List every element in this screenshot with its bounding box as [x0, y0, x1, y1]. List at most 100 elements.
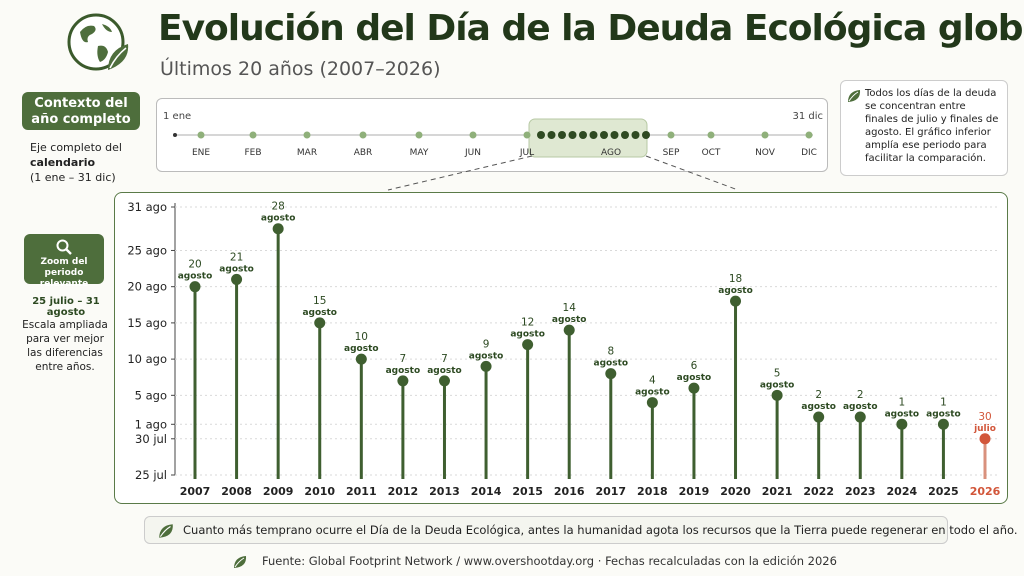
- data-label-day: 2: [857, 389, 864, 401]
- timeline-day-dot: [621, 131, 629, 139]
- data-label-day: 10: [355, 331, 368, 343]
- data-label-day: 15: [313, 295, 326, 307]
- x-tick-label: 2017: [595, 485, 626, 498]
- lollipop-point: [688, 382, 700, 394]
- zoom-label-badge: Zoom del periodo relevante: [24, 234, 104, 289]
- lollipop-point: [730, 295, 742, 307]
- data-label-month: agosto: [386, 366, 421, 376]
- timeline-month-label: FEB: [244, 148, 261, 158]
- y-tick-label: 1 ago: [135, 417, 167, 431]
- data-label-month: julio: [973, 424, 996, 434]
- full-year-timeline: 1 ene 31 dic ENE FEB MAR ABR MAY JUN JUL AGO SEP…: [156, 98, 828, 172]
- lollipop-point: [605, 368, 617, 380]
- timeline-month-dot: [523, 131, 531, 139]
- x-tick-label: 2026: [970, 485, 1001, 498]
- lollipop-point: [438, 375, 450, 387]
- data-label-day: 12: [521, 317, 534, 329]
- lollipop-point: [896, 418, 908, 430]
- y-tick-label: 25 jul: [135, 468, 167, 482]
- timeline-day-dot: [547, 131, 556, 139]
- timeline-svg: 1 ene 31 dic ENE FEB MAR ABR MAY JUN JUL AGO SEP…: [163, 111, 823, 158]
- x-tick-label: 2022: [803, 485, 834, 498]
- x-tick-label: 2014: [471, 485, 502, 498]
- lollipop-point: [563, 324, 575, 336]
- context-desc-part-c: (1 ene – 31 dic): [30, 171, 116, 184]
- context-description: Eje completo del calendario (1 ene – 31 …: [30, 140, 140, 185]
- data-label-month: agosto: [344, 344, 379, 354]
- zoom-chart-panel: 31 ago 25 ago 20 ago 15 ago 10 ago 5 ago 1 ago…: [114, 192, 1008, 504]
- y-tick-label: 20 ago: [127, 280, 167, 294]
- timeline-month-dot: [805, 131, 813, 139]
- lollipop-point: [480, 360, 492, 372]
- data-label-day: 1: [940, 396, 947, 408]
- timeline-month-dot: [469, 131, 477, 139]
- lollipop-point: [771, 389, 783, 401]
- lollipop-point: [937, 418, 949, 430]
- x-tick-label: 2016: [554, 485, 585, 498]
- context-desc-part-a: Eje completo del: [30, 141, 122, 154]
- data-label-month: agosto: [885, 409, 920, 419]
- data-label-month: agosto: [926, 409, 961, 419]
- footer-message-box: Cuanto más temprano ocurre el Día de la …: [144, 516, 1018, 544]
- leaf-icon: [848, 90, 861, 102]
- data-label-month: agosto: [261, 214, 296, 224]
- x-tick-label: 2019: [679, 485, 710, 498]
- timeline-day-dot: [579, 131, 587, 139]
- timeline-day-dot: [537, 131, 545, 139]
- timeline-start-label: 1 ene: [163, 111, 191, 122]
- data-label-day: 1: [898, 396, 905, 408]
- lollipop-point: [355, 353, 367, 365]
- data-label-month: agosto: [635, 388, 670, 398]
- y-tick-label: 10 ago: [127, 352, 167, 366]
- page-title: Evolución del Día de la Deuda Ecológica …: [158, 8, 1024, 49]
- data-label-month: agosto: [302, 308, 337, 318]
- data-label-month: agosto: [677, 373, 712, 383]
- timeline-month-label: JUL: [519, 148, 534, 158]
- timeline-month-label: NOV: [755, 148, 776, 158]
- data-label-day: 5: [774, 367, 781, 379]
- timeline-month-label: SEP: [663, 148, 680, 158]
- x-tick-label: 2020: [720, 485, 751, 498]
- data-label-day: 8: [607, 346, 614, 358]
- note-text: Todos los días de la deuda se concentran…: [865, 88, 999, 164]
- lollipop-point: [189, 281, 201, 293]
- data-label-day: 6: [691, 360, 698, 372]
- timeline-day-dot: [568, 131, 577, 139]
- timeline-month-dot: [359, 131, 367, 139]
- timeline-month-dot: [667, 131, 675, 139]
- data-label-day: 7: [400, 353, 407, 365]
- lollipop-point: [979, 433, 991, 445]
- timeline-month-label: ABR: [354, 148, 373, 158]
- data-label-month: agosto: [552, 315, 587, 325]
- footer-message: Cuanto más temprano ocurre el Día de la …: [183, 523, 1018, 537]
- lollipop-point: [854, 411, 866, 423]
- x-tick-label: 2013: [429, 485, 460, 498]
- x-tick-label: 2010: [304, 485, 335, 498]
- timeline-day-dot: [642, 131, 650, 139]
- timeline-month-label: MAY: [410, 148, 429, 158]
- data-label-day: 18: [729, 273, 742, 285]
- timeline-month-dot: [303, 131, 311, 139]
- x-tick-label: 2023: [845, 485, 876, 498]
- x-tick-label: 2024: [887, 485, 918, 498]
- data-label-day: 2: [815, 389, 822, 401]
- timeline-month-label: DIC: [801, 148, 817, 158]
- data-label-day: 30: [978, 411, 991, 423]
- zoom-connector-lines: [387, 155, 739, 191]
- lollipop-point: [231, 273, 243, 285]
- timeline-start-dot: [173, 133, 177, 137]
- data-label-month: agosto: [178, 272, 213, 282]
- lollipop-point: [272, 223, 284, 235]
- data-label-day: 20: [188, 259, 201, 271]
- data-label-month: agosto: [718, 286, 753, 296]
- timeline-month-dot: [415, 131, 423, 139]
- data-label-day: 4: [649, 375, 656, 387]
- data-label-month: agosto: [219, 264, 254, 274]
- page-subtitle: Últimos 20 años (2007–2026): [160, 58, 441, 80]
- timeline-end-label: 31 dic: [792, 111, 823, 122]
- leaf-icon: [234, 556, 247, 568]
- data-label-month: agosto: [469, 351, 504, 361]
- timeline-day-dot: [610, 131, 619, 139]
- timeline-month-dot: [249, 131, 257, 139]
- data-label-day: 28: [271, 201, 284, 213]
